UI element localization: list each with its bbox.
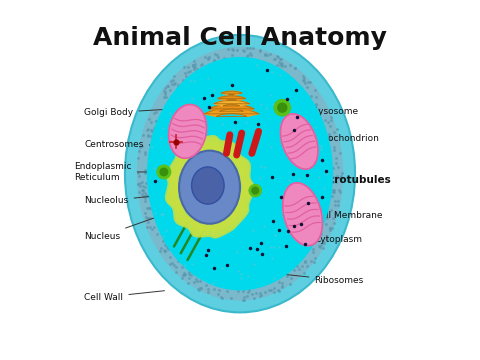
Text: Endoplasmic
Reticulum: Endoplasmic Reticulum bbox=[74, 162, 161, 182]
Polygon shape bbox=[280, 114, 318, 169]
Circle shape bbox=[157, 165, 170, 179]
Polygon shape bbox=[209, 104, 254, 111]
Text: Nucleus: Nucleus bbox=[84, 212, 171, 241]
Circle shape bbox=[249, 184, 261, 197]
Circle shape bbox=[274, 100, 290, 116]
Ellipse shape bbox=[137, 47, 343, 301]
Ellipse shape bbox=[147, 57, 333, 291]
Ellipse shape bbox=[179, 150, 240, 224]
Text: Cytoplasm: Cytoplasm bbox=[280, 231, 362, 244]
Polygon shape bbox=[221, 91, 242, 95]
Text: Nucleolus: Nucleolus bbox=[84, 193, 190, 205]
Polygon shape bbox=[214, 100, 249, 106]
Text: Centrosomes: Centrosomes bbox=[84, 140, 171, 149]
Text: Microtubules: Microtubules bbox=[282, 172, 391, 185]
Polygon shape bbox=[204, 109, 259, 117]
Text: Animal Cell Anatomy: Animal Cell Anatomy bbox=[93, 26, 387, 50]
Text: Cell Wall: Cell Wall bbox=[84, 291, 165, 302]
Ellipse shape bbox=[125, 35, 355, 312]
Polygon shape bbox=[168, 104, 206, 158]
Circle shape bbox=[252, 187, 259, 194]
Circle shape bbox=[160, 168, 168, 176]
Circle shape bbox=[278, 103, 287, 112]
Text: Mitochondrion: Mitochondrion bbox=[299, 134, 379, 143]
Text: Ribosomes: Ribosomes bbox=[248, 270, 364, 285]
Text: Cell Membrane: Cell Membrane bbox=[297, 211, 383, 220]
Polygon shape bbox=[218, 96, 245, 100]
Polygon shape bbox=[283, 183, 323, 246]
Text: Golgi Body: Golgi Body bbox=[84, 108, 192, 117]
Ellipse shape bbox=[192, 167, 224, 204]
Text: Lysosome: Lysosome bbox=[290, 107, 359, 116]
